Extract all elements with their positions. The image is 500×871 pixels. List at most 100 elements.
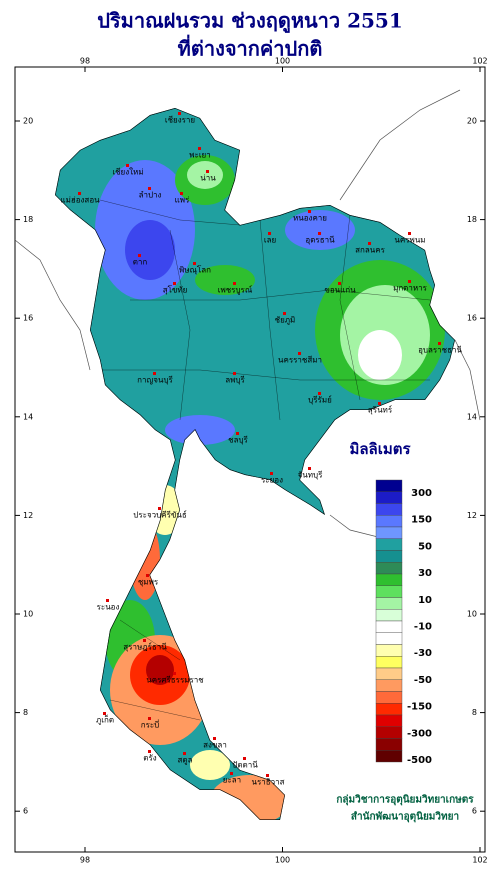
legend-swatch [375,562,403,575]
legend-swatch [375,726,403,739]
place-label: แพร่ [175,196,190,205]
place-label: ระยอง [261,476,283,485]
place-label: ภูเก็ต [96,715,114,726]
legend-swatch [375,738,403,751]
place-dot [126,164,129,167]
subtitle: ที่ต่างจากค่าปกติ [178,34,323,61]
lon-label: 98 [80,856,90,865]
place-dot [213,737,216,740]
place-label: ระนอง [97,603,120,612]
place-dot [233,282,236,285]
place-label: น่าน [200,174,216,183]
place-dot [368,242,371,245]
lon-label: 100 [275,856,290,865]
lon-label: 102 [472,856,487,865]
legend-swatch [375,750,403,763]
place-label: เพชรบูรณ์ [218,285,253,296]
place-dot [146,574,149,577]
place-dot [198,147,201,150]
lat-label: 10 [467,610,477,619]
legend-label: -300 [407,728,432,739]
place-dot [148,717,151,720]
place-dot [378,402,381,405]
place-dot [236,432,239,435]
legend-label: -10 [414,622,432,633]
place-label: ชลบุรี [228,436,248,445]
place-label: เลย [264,236,276,245]
place-label: ปัตตานี [232,761,258,770]
place-label: สุรินทร์ [368,405,393,415]
lat-label: 18 [467,215,477,224]
legend-swatch [375,632,403,645]
place-dot [178,112,181,115]
legend-label: 10 [418,595,432,606]
lon-label: 98 [80,57,90,66]
place-label: ลำปาง [139,191,162,200]
legend-swatch [375,479,403,492]
legend-swatch [375,609,403,622]
place-label: อุบลราชธานี [418,346,462,355]
place-label: แม่ฮ่องสอน [60,196,100,205]
place-label: ตาก [133,258,148,267]
lat-label: 6 [472,807,477,816]
place-label: สตูล [178,756,193,766]
place-label: ยะลา [223,776,241,785]
place-dot [308,210,311,213]
legend-label: 150 [411,515,432,526]
legend-title: มิลลิเมตร [349,440,411,458]
lat-label: 16 [467,314,477,323]
place-dot [180,192,183,195]
credit: กลุ่มวิชาการอุตุนิยมวิทยาเกษตร [336,794,474,806]
country-outline [55,108,455,820]
place-label: เชียงใหม่ [112,168,143,177]
place-label: เชียงราย [165,116,195,125]
lat-label: 10 [23,610,33,619]
place-dot [318,392,321,395]
legend-label: -500 [407,755,432,766]
place-dot [183,752,186,755]
place-dot [233,372,236,375]
lat-label: 14 [23,412,33,421]
credit: สำนักพัฒนาอุตุนิยมวิทยา [351,811,459,823]
legend-swatch [375,667,403,680]
place-dot [193,262,196,265]
place-label: ชุมพร [138,578,159,587]
lat-label: 16 [23,314,33,323]
place-label: สงขลา [203,741,227,750]
place-dot [283,312,286,315]
place-label: นครราชสีมา [278,356,322,365]
place-label: อุดรธานี [305,236,335,245]
place-label: นครศรีธรรมราช [146,676,204,685]
legend-label: 300 [411,488,432,499]
legend-swatch [375,491,403,504]
legend-swatch [375,691,403,704]
legend-swatch [375,703,403,716]
place-label: สุราษฎร์ธานี [123,642,167,652]
place-label: ขอนแก่น [324,286,356,295]
lat-label: 6 [23,807,28,816]
place-dot [408,280,411,283]
lat-label: 20 [467,117,477,126]
title: ปริมาณฝนรวม ช่วงฤดูหนาว 2551 [97,9,403,35]
legend-swatch [375,679,403,692]
place-dot [173,672,176,675]
neighbour-borders [14,89,481,541]
lat-label: 12 [23,511,33,520]
place-label: ชัยภูมิ [275,316,296,326]
lat-label: 12 [467,511,477,520]
place-label: ลพบุรี [225,376,245,385]
legend-label: -150 [407,702,432,713]
lat-label: 8 [472,708,477,717]
place-dot [243,757,246,760]
place-label: กาญจนบุรี [137,376,173,385]
legend-swatch [375,644,403,657]
lat-label: 20 [23,117,33,126]
legend-swatch [375,597,403,610]
legend-label: 50 [418,541,432,552]
place-label: ตรัง [143,754,156,763]
legend-label: 30 [418,568,432,579]
place-dot [230,772,233,775]
place-dot [143,639,146,642]
place-dot [173,282,176,285]
